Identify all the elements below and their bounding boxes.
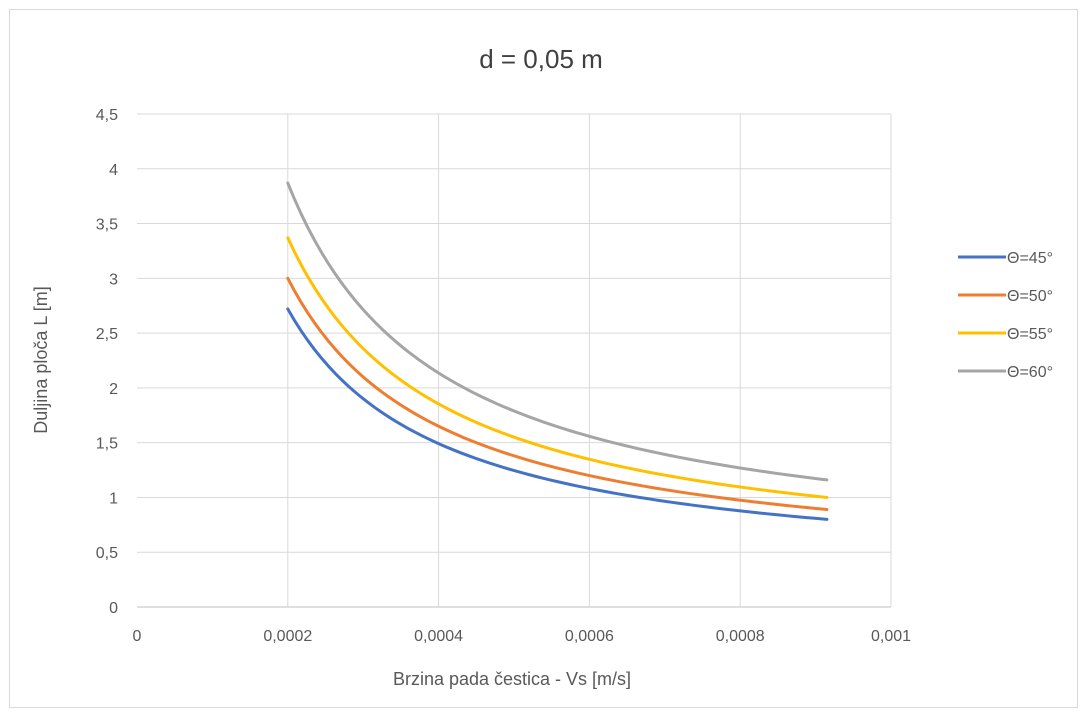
y-tick-labels: 0 0,5 1 1,5 2 2,5 3 3,5 4 4,5 <box>96 107 118 617</box>
y-tick-label: 0 <box>109 600 118 617</box>
chart-svg: d = 0,05 m 0 0,0002 0,0004 0,0006 0,0008 0,00… <box>31 44 1053 689</box>
x-tick-label: 0,0004 <box>414 628 463 645</box>
x-tick-label: 0,0002 <box>263 628 312 645</box>
legend-label: Θ=55° <box>1007 326 1053 343</box>
x-tick-label: 0,001 <box>871 628 911 645</box>
y-tick-label: 0,5 <box>96 545 118 562</box>
chart-frame: d = 0,05 m 0 0,0002 0,0004 0,0006 0,0008 0,00… <box>9 9 1078 708</box>
y-tick-label: 4,5 <box>96 107 118 124</box>
y-tick-label: 3 <box>109 271 118 288</box>
gridlines <box>137 113 892 608</box>
y-tick-label: 4 <box>109 162 118 179</box>
chart-title: d = 0,05 m <box>479 44 603 74</box>
series-line-3 <box>286 236 829 499</box>
y-tick-label: 1,5 <box>96 436 118 453</box>
x-tick-label: 0,0006 <box>565 628 614 645</box>
x-tick-labels: 0 0,0002 0,0004 0,0006 0,0008 0,001 <box>133 628 912 645</box>
x-tick-label: 0 <box>133 628 142 645</box>
legend-label: Θ=60° <box>1007 364 1053 381</box>
y-axis-title: Duljina ploča L [m] <box>31 286 51 433</box>
y-tick-label: 3,5 <box>96 217 118 234</box>
series-lines <box>286 181 829 521</box>
series-line-1 <box>286 307 829 521</box>
x-tick-label: 0,0008 <box>716 628 765 645</box>
series-line-4 <box>286 181 829 482</box>
legend: Θ=45° Θ=50° Θ=55° Θ=60° <box>958 250 1053 381</box>
legend-label: Θ=45° <box>1007 250 1053 267</box>
y-tick-label: 2 <box>109 381 118 398</box>
legend-label: Θ=50° <box>1007 288 1053 305</box>
series-line-2 <box>286 276 829 511</box>
y-tick-label: 1 <box>109 490 118 507</box>
y-tick-label: 2,5 <box>96 326 118 343</box>
x-axis-title: Brzina pada čestica - Vs [m/s] <box>393 669 631 689</box>
